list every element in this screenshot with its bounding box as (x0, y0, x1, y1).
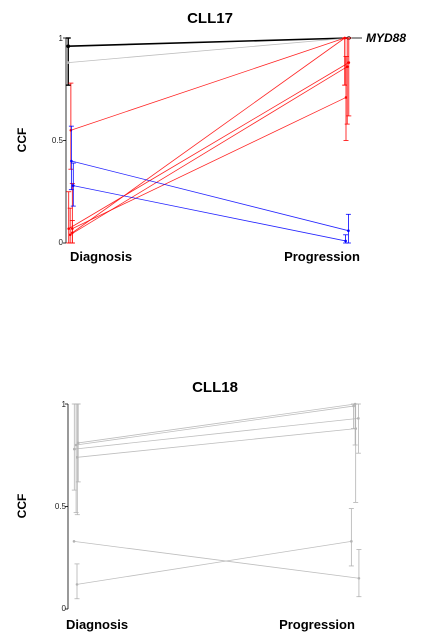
chart-cll18: CLL18 CCF 0 0.5 1 Diagnosis Progression (15, 379, 362, 632)
data-point (357, 417, 360, 420)
series-line (73, 185, 346, 242)
series-line (76, 405, 354, 446)
data-point (67, 227, 71, 230)
x-tick-label: Diagnosis (70, 249, 132, 264)
series-line (74, 417, 359, 450)
series-line (77, 428, 356, 458)
data-point (71, 227, 74, 230)
chart-title: CLL17 (187, 10, 233, 27)
data-point (347, 229, 350, 232)
data-point (357, 576, 361, 580)
y-axis-label: CCF (15, 128, 29, 153)
y-tick-label: 1 (62, 400, 67, 409)
data-point (69, 128, 73, 132)
series-line (73, 540, 359, 579)
chart-marks (63, 36, 362, 244)
x-tick-label: Progression (279, 617, 355, 632)
data-point (76, 441, 80, 445)
annotation-label: MYD88 (366, 31, 406, 45)
data-point (352, 404, 355, 408)
chart-title: CLL18 (192, 379, 238, 396)
data-point (66, 61, 70, 64)
series-line (68, 37, 349, 47)
chart-cll17: CLL17 CCF 0 0.5 1 Diagnosis Progression … (15, 10, 406, 264)
x-tick-label: Progression (284, 249, 360, 264)
series-line (76, 540, 352, 585)
y-tick-label: 0 (59, 238, 64, 247)
data-point (350, 540, 353, 543)
series-line (68, 62, 350, 229)
series-line (72, 97, 347, 230)
series-line (70, 37, 345, 131)
data-point (75, 583, 79, 586)
series-line (72, 37, 346, 234)
data-point (73, 447, 76, 451)
series-line (78, 403, 356, 444)
data-point (74, 443, 78, 447)
x-tick-label: Diagnosis (66, 617, 128, 632)
data-point (347, 61, 351, 64)
y-tick-label: 0.5 (52, 136, 64, 145)
data-point (72, 540, 76, 543)
data-point (353, 402, 357, 406)
data-point (344, 239, 347, 243)
data-point (71, 184, 75, 187)
series-line (68, 37, 349, 63)
y-axis-label: CCF (15, 494, 29, 519)
data-point (66, 44, 71, 48)
data-point (68, 233, 72, 237)
data-point (70, 159, 73, 163)
y-tick-label: 0.5 (55, 502, 67, 511)
series-line (71, 160, 349, 232)
data-point (344, 96, 348, 99)
y-tick-label: 1 (59, 34, 64, 43)
y-tick-label: 0 (62, 604, 67, 613)
chart-marks (65, 402, 362, 610)
data-point (345, 65, 349, 68)
series-line (69, 66, 348, 236)
